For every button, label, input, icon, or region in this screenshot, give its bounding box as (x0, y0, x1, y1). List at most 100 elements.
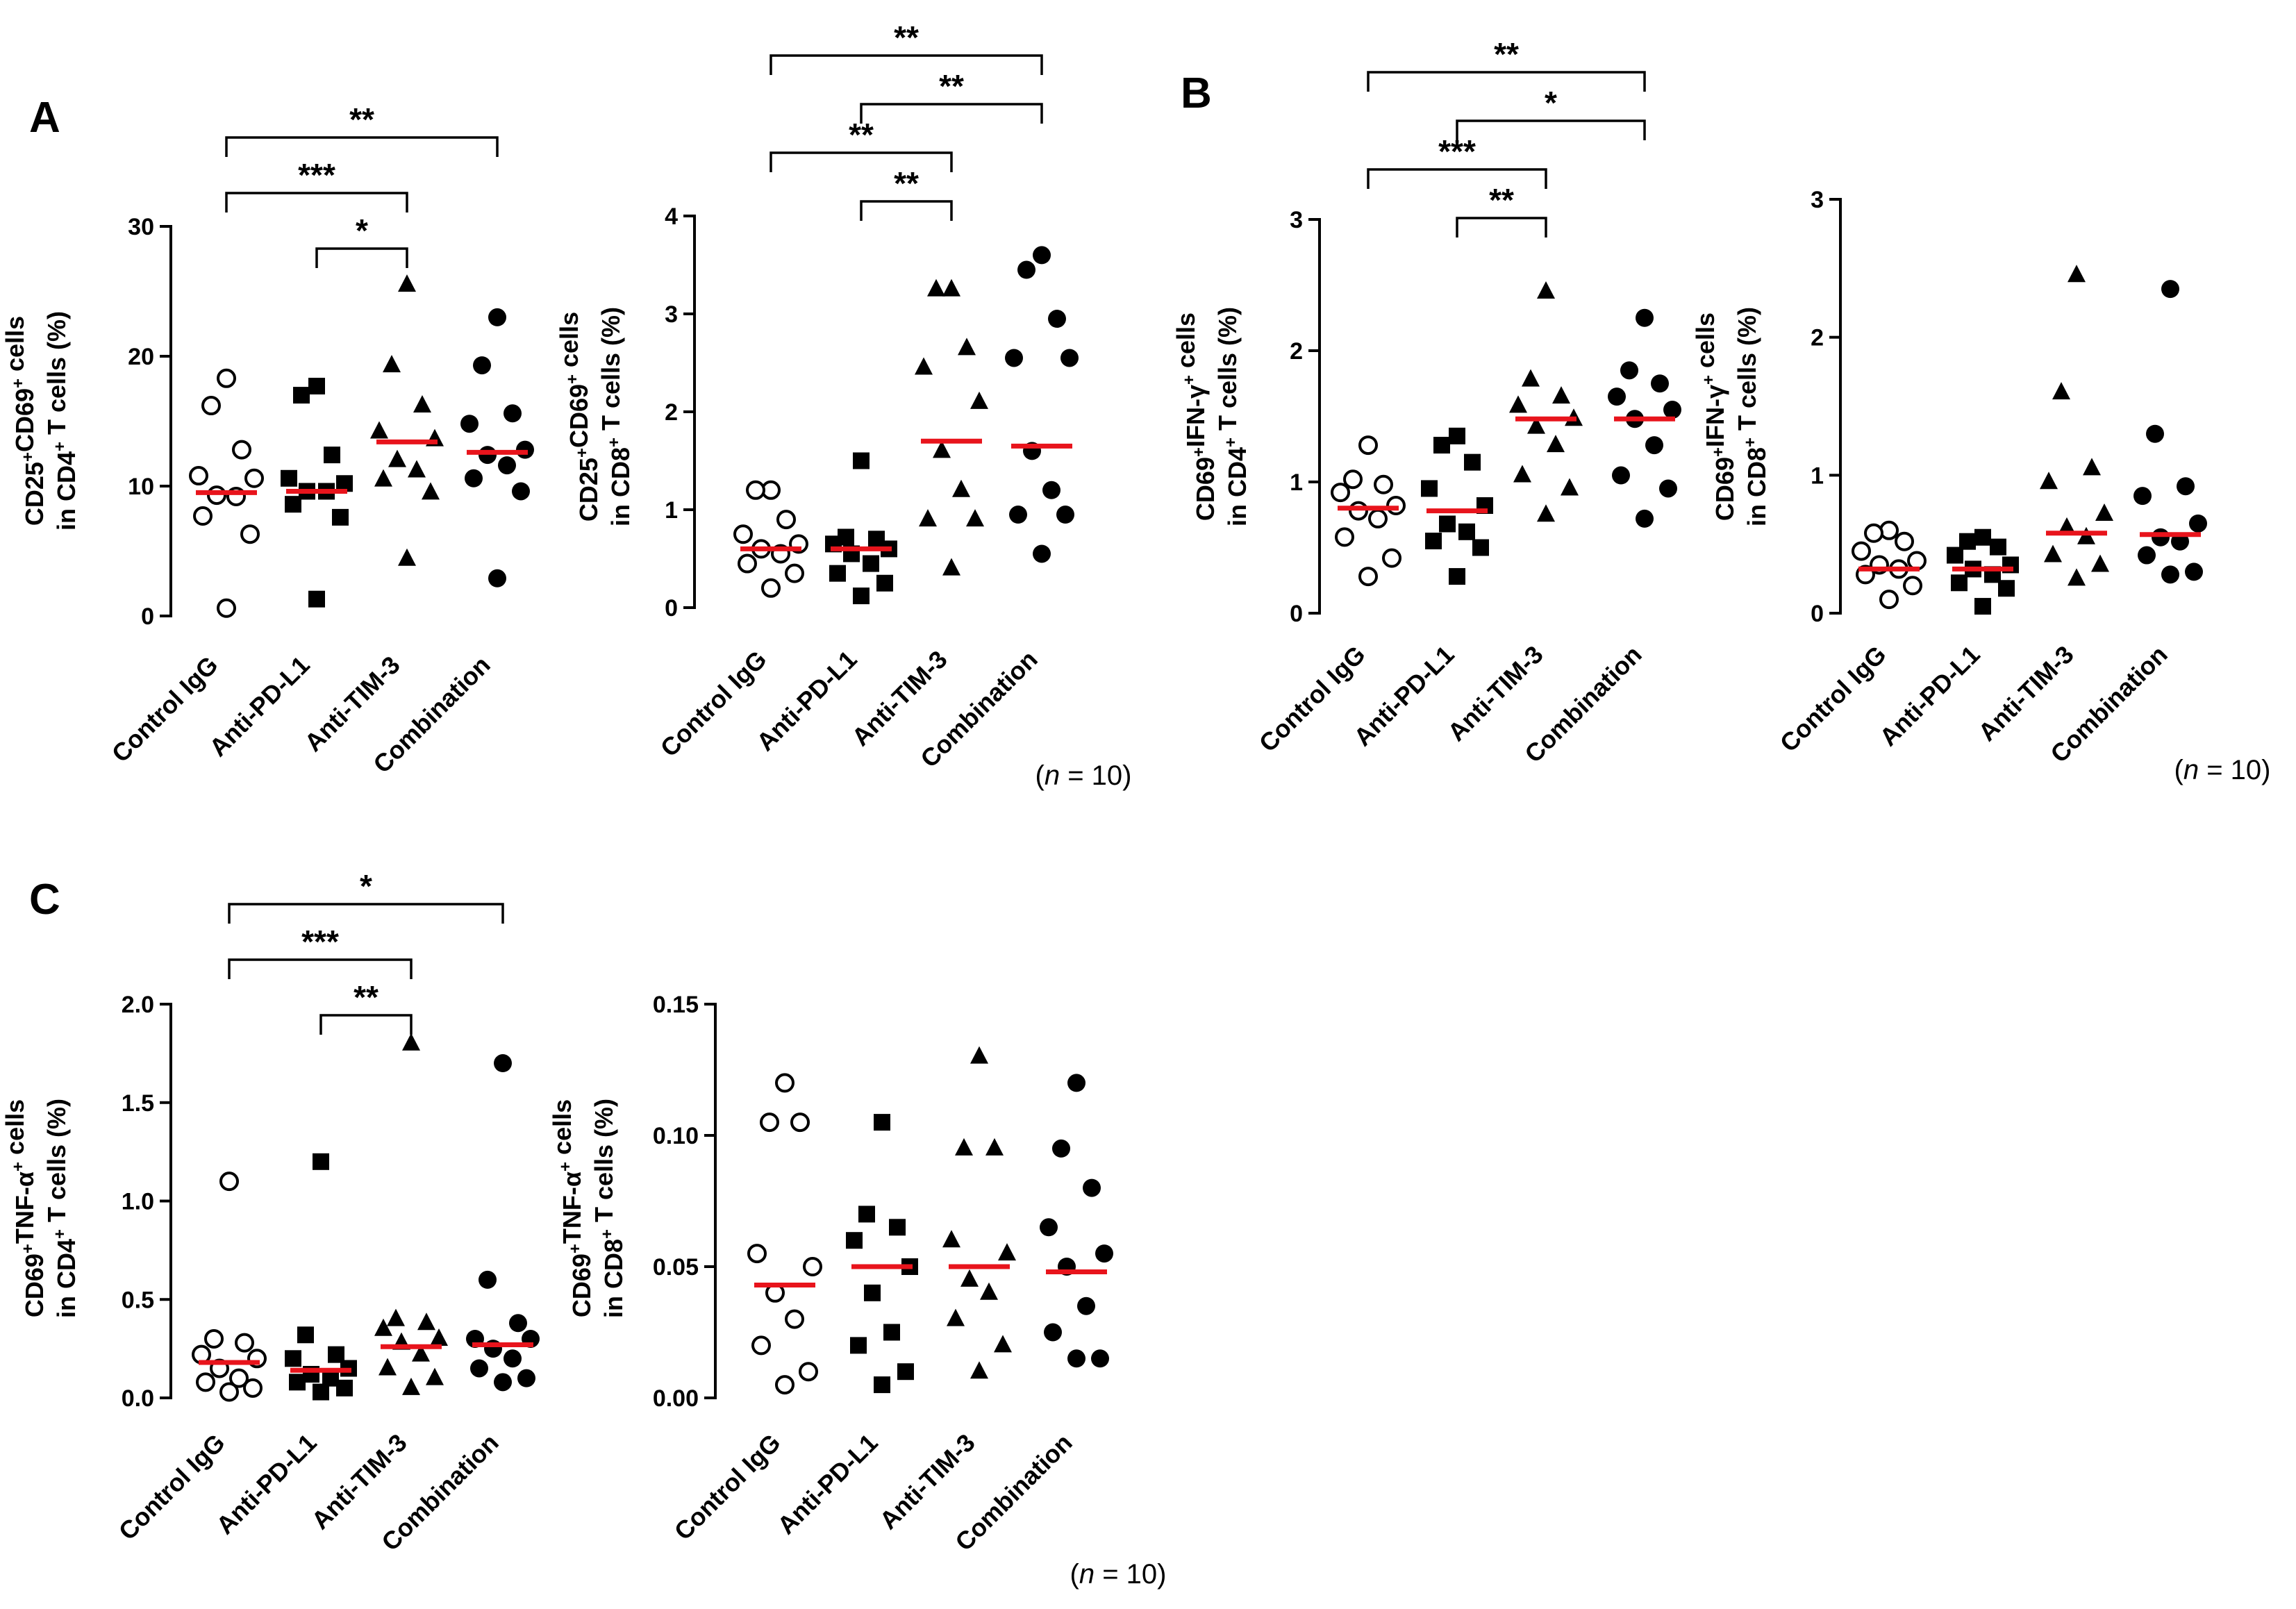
data-point (412, 1344, 430, 1362)
data-point (1879, 590, 1899, 610)
panel-letter: B (1181, 69, 1212, 117)
significance-label: * (360, 868, 372, 904)
data-point (1009, 506, 1027, 524)
y-tick-label: 4 (665, 203, 678, 230)
y-axis-label-superscript: + (598, 1229, 617, 1239)
significance-label: ** (894, 19, 919, 56)
data-point (966, 509, 984, 527)
data-point (460, 415, 479, 433)
data-point (422, 482, 440, 500)
significance-bracket (1456, 119, 1646, 140)
data-point (1048, 310, 1066, 328)
panel-letter: C (29, 876, 60, 924)
y-axis-label-text: IFN-γ (1701, 385, 1729, 447)
y-axis-label-text: T cells (%) (42, 1099, 71, 1229)
data-point (1990, 538, 2006, 556)
data-point (1552, 386, 1570, 404)
y-tick-label: 2 (665, 399, 678, 426)
data-point (1077, 1297, 1095, 1315)
y-axis-label-text: TNF-α (558, 1172, 586, 1244)
data-point (402, 1377, 420, 1395)
data-point (1083, 1178, 1101, 1197)
significance-bracket (315, 247, 408, 268)
y-tick-label: 30 (128, 214, 154, 240)
data-point (2138, 546, 2156, 565)
y-axis-label-text: T cells (%) (1733, 307, 1761, 437)
data-point (374, 1318, 392, 1336)
sample-size-n: n (1045, 760, 1060, 791)
sample-size-value: = 10) (2199, 755, 2270, 785)
y-axis-label-superscript: + (9, 1162, 28, 1172)
y-tick-label: 0.00 (653, 1385, 699, 1412)
significance-label: *** (298, 157, 335, 193)
data-point (235, 1333, 254, 1353)
data-point (1040, 1218, 1058, 1237)
data-point (378, 1358, 397, 1376)
data-point (324, 447, 340, 464)
y-tick-label: 3 (665, 301, 678, 328)
data-point (1561, 478, 1579, 496)
y-tick-label: 0.15 (653, 992, 699, 1018)
data-point (470, 1359, 488, 1378)
data-point (1537, 281, 1555, 299)
data-point (494, 1373, 512, 1392)
y-axis-label: CD69+TNF-α+ cells (548, 1099, 596, 1317)
data-point (760, 1112, 779, 1133)
data-point (1439, 515, 1456, 533)
data-point (785, 1309, 804, 1329)
y-tick-label: 2 (1290, 338, 1303, 365)
y-tick-label: 1 (1811, 462, 1824, 489)
data-point (863, 555, 879, 572)
significance-label: ** (894, 165, 919, 201)
data-point (204, 1328, 224, 1349)
y-axis-label-superscript: + (1699, 375, 1718, 385)
y-tick-label: 3 (1811, 187, 1824, 213)
data-point (1509, 395, 1527, 413)
data-point (465, 469, 483, 487)
y-axis-label-superscript: + (573, 448, 592, 458)
x-category-label: Control IgG (1774, 640, 1892, 758)
data-point (1879, 520, 1899, 540)
y-axis-label-superscript: + (566, 1244, 585, 1253)
y-axis-label-superscript: + (1190, 447, 1208, 457)
data-point (1472, 539, 1489, 556)
data-point (243, 1378, 263, 1398)
data-point (1659, 479, 1677, 498)
data-point (229, 1368, 249, 1388)
sample-size-value: = 10) (1060, 760, 1131, 791)
data-point (336, 1379, 353, 1397)
y-axis-label-superscript: + (51, 1229, 69, 1239)
significance-bracket (319, 1014, 413, 1035)
data-point (998, 1243, 1016, 1261)
data-point (761, 578, 781, 598)
data-point (232, 440, 251, 460)
data-point (1547, 435, 1565, 453)
data-point (1358, 435, 1378, 456)
data-point (1852, 541, 1871, 561)
data-point (1335, 527, 1354, 547)
data-point (1947, 547, 1963, 564)
y-axis-label: CD69+IFN-γ+ cells (1691, 312, 1739, 521)
data-point (874, 1114, 890, 1131)
data-point (217, 368, 236, 388)
significance-label: *** (301, 924, 339, 960)
data-point (1449, 427, 1465, 444)
data-point (201, 396, 221, 416)
y-axis-label-text: cells (548, 1099, 576, 1162)
y-tick-label: 0 (1290, 601, 1303, 627)
y-axis-label-superscript: + (1709, 447, 1728, 457)
data-point (751, 1335, 771, 1356)
y-axis-label-text: CD69 (567, 1253, 596, 1317)
data-point (488, 569, 506, 587)
data-point (960, 1269, 979, 1287)
y-tick-label: 0 (141, 603, 154, 630)
data-point (289, 1374, 306, 1391)
data-point (1343, 469, 1363, 490)
y-tick-label: 1.5 (122, 1090, 154, 1117)
data-point (1527, 416, 1545, 434)
data-point (413, 395, 431, 413)
panel-letter: A (29, 94, 60, 142)
significance-bracket (1367, 71, 1646, 92)
sample-size-value: = 10) (1095, 1559, 1166, 1590)
